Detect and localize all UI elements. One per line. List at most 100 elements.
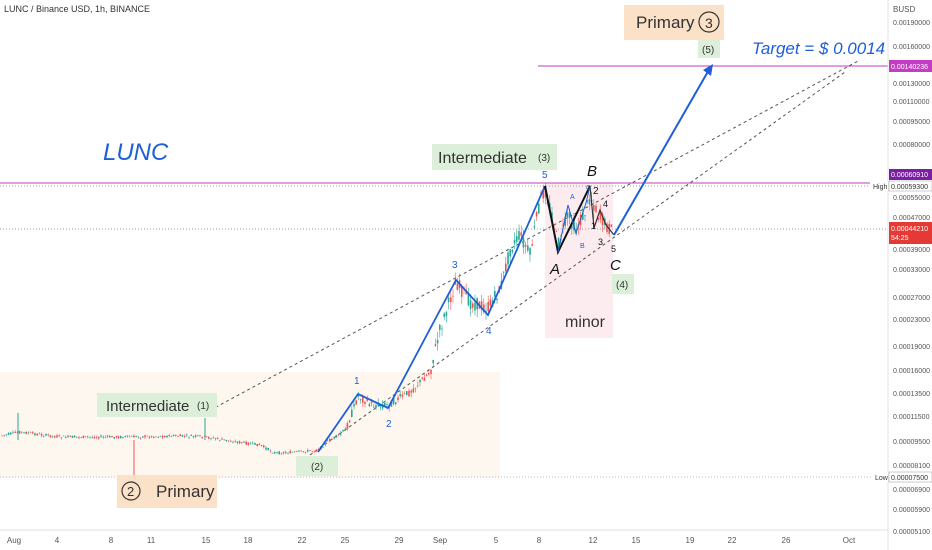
candle-body <box>430 369 432 374</box>
candle-body <box>243 441 245 443</box>
candle-body <box>432 359 434 364</box>
candle-body <box>177 436 179 437</box>
candle-body <box>496 298 498 301</box>
primary-2-box <box>117 475 217 508</box>
price-tick-label: 0.00055000 <box>893 195 930 202</box>
candle-body <box>524 244 527 247</box>
candle-body <box>232 442 234 443</box>
candle-body <box>23 432 25 433</box>
wave-5-label: 5 <box>542 170 548 181</box>
target-tag: 0.00140236 <box>891 64 928 71</box>
candle-body <box>340 434 342 435</box>
candle-body <box>157 437 159 438</box>
candle-body <box>56 435 58 438</box>
intermediate-1-text: Intermediate <box>106 398 189 415</box>
candle-body <box>542 189 544 199</box>
time-tick-label: 22 <box>298 536 307 545</box>
candle-body <box>346 423 349 429</box>
time-tick-label: 11 <box>147 536 156 545</box>
price-axis[interactable]: BUSD 0.001900000.001600000.001300000.001… <box>870 0 932 550</box>
candle-body <box>115 436 118 438</box>
candle-body <box>571 223 573 229</box>
candle-body <box>80 437 82 439</box>
subwave-c-label: C <box>586 185 591 192</box>
time-tick-label: 22 <box>728 536 737 545</box>
candle-body <box>483 304 485 312</box>
candle-body <box>205 436 208 437</box>
price-ticks: 0.00190000 0.00160000 0.00130000 0.00110000… <box>893 20 930 536</box>
candle-body <box>126 435 129 437</box>
candle-body <box>355 400 357 405</box>
candle-body <box>254 442 256 445</box>
candle-body <box>601 214 604 226</box>
candle-body <box>509 249 511 257</box>
label-5-box <box>698 40 720 58</box>
candle-body <box>421 377 423 379</box>
candle-body <box>410 390 412 393</box>
price-tick-label: 0.00160000 <box>893 44 930 51</box>
candle-body <box>71 435 74 438</box>
candle-body <box>120 436 122 438</box>
candle-body <box>584 215 586 217</box>
candle-body <box>87 436 89 438</box>
wave-b-label: B <box>587 163 597 180</box>
candle-body <box>265 447 267 450</box>
candle-body <box>337 434 340 435</box>
candle-body <box>351 409 353 417</box>
high-top-tag-bg <box>889 169 932 180</box>
candle-body <box>133 435 135 438</box>
candle-body <box>278 451 280 455</box>
candle-body <box>384 403 386 406</box>
candle-body <box>58 435 60 437</box>
candle-body <box>436 339 439 344</box>
candle-body <box>520 232 522 236</box>
candle-body <box>469 300 472 309</box>
candle-body <box>397 397 399 401</box>
candle-body <box>3 434 5 436</box>
time-tick-label: 8 <box>109 536 114 545</box>
candle-body <box>335 435 338 438</box>
price-tick-label: 0.00005900 <box>893 507 930 514</box>
intermediate-3-box <box>432 144 557 170</box>
candle-body <box>223 439 225 441</box>
intermediate-3-num: (3) <box>538 153 550 164</box>
candle-body <box>606 223 608 232</box>
candle-body <box>452 295 454 297</box>
candle-body <box>208 437 210 439</box>
candle-body <box>309 450 311 451</box>
candle-body <box>164 436 166 438</box>
candle-body <box>408 390 410 397</box>
primary-3-circle <box>698 11 720 33</box>
candle-body <box>219 439 221 441</box>
candle-body <box>179 434 181 436</box>
candle-body <box>98 437 100 439</box>
wave-c-path <box>589 185 615 236</box>
candle-body <box>344 429 346 431</box>
candle-body <box>78 436 80 438</box>
projection-arrowhead <box>703 64 713 76</box>
candle-body <box>144 435 146 438</box>
candle-body <box>76 436 78 438</box>
candle-body <box>267 447 269 450</box>
candle-body <box>401 394 404 397</box>
candle-body <box>443 313 445 317</box>
candle-body <box>16 432 19 433</box>
candle-body <box>494 290 496 297</box>
candle-body <box>557 238 560 249</box>
candle-body <box>588 199 591 205</box>
price-tick-label: 0.00027000 <box>893 295 930 302</box>
candle-body <box>296 451 298 452</box>
high-tag: 0.00059300 <box>891 184 928 191</box>
candle-body <box>507 252 509 265</box>
candle-body <box>362 397 364 403</box>
high-label-bg <box>870 181 888 191</box>
time-axis[interactable]: Aug 4 8 11 15 18 22 25 29 Sep 5 8 12 15 19 22 26 Oct <box>0 529 888 545</box>
candle-body <box>445 312 448 317</box>
candle-body <box>1 435 3 437</box>
high-tag-bg <box>888 180 932 192</box>
candle-body <box>54 436 56 438</box>
candle-body <box>148 436 151 438</box>
candle-body <box>472 303 474 308</box>
candle-body <box>166 435 168 438</box>
